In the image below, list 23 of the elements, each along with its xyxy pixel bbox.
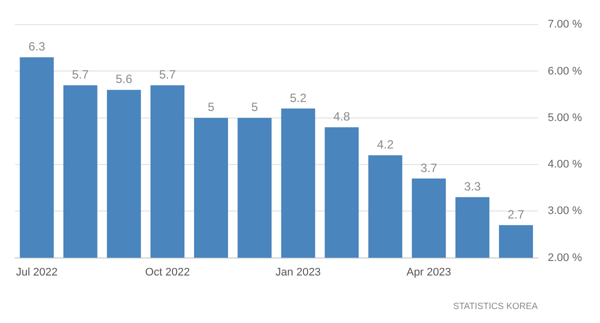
y-tick-label: 5.00 % <box>548 112 582 124</box>
y-tick-label: 4.00 % <box>548 158 582 171</box>
y-tick-label: 7.00 % <box>548 18 582 31</box>
x-tick-label: Jul 2022 <box>16 266 58 278</box>
data-label: 5.7 <box>159 68 176 82</box>
data-label: 3.3 <box>464 179 482 194</box>
y-tick-label: 6.00 % <box>548 65 582 78</box>
x-tick-label: Jan 2023 <box>276 266 321 278</box>
data-label: 2.7 <box>508 207 525 222</box>
data-label: 5.7 <box>72 68 90 82</box>
data-label: 4.2 <box>376 138 394 152</box>
y-tick-label: 3.00 % <box>548 205 582 218</box>
data-label: 6.3 <box>28 40 46 54</box>
data-label: 4.8 <box>333 110 350 124</box>
y-tick-label: 2.00 % <box>548 252 582 264</box>
x-tick-label: Apr 2023 <box>406 266 452 278</box>
data-label: 5.2 <box>290 90 307 105</box>
x-tick-label: Oct 2022 <box>145 266 190 278</box>
data-label: 5 <box>251 100 258 114</box>
text: STATISTICS KOREA <box>453 300 538 311</box>
data-label: 3.7 <box>420 160 438 175</box>
data-label: 5 <box>208 100 215 114</box>
data-label: 5.6 <box>116 72 133 86</box>
